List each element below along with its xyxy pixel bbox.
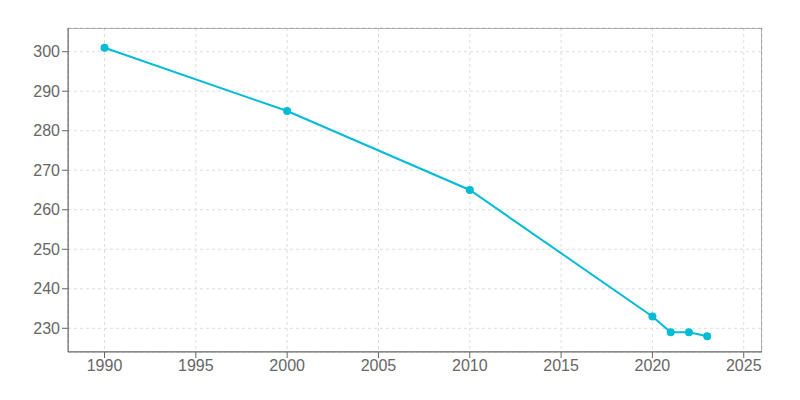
svg-text:300: 300	[33, 43, 60, 60]
svg-text:1995: 1995	[178, 357, 214, 374]
svg-text:2015: 2015	[543, 357, 579, 374]
svg-text:250: 250	[33, 241, 60, 258]
svg-text:230: 230	[33, 320, 60, 337]
svg-text:2020: 2020	[635, 357, 671, 374]
svg-text:280: 280	[33, 122, 60, 139]
svg-text:2010: 2010	[452, 357, 488, 374]
svg-text:260: 260	[33, 201, 60, 218]
svg-text:2000: 2000	[269, 357, 305, 374]
svg-text:1990: 1990	[87, 357, 123, 374]
svg-text:270: 270	[33, 162, 60, 179]
svg-text:2025: 2025	[726, 357, 762, 374]
svg-text:2005: 2005	[361, 357, 397, 374]
svg-text:240: 240	[33, 280, 60, 297]
svg-text:290: 290	[33, 83, 60, 100]
